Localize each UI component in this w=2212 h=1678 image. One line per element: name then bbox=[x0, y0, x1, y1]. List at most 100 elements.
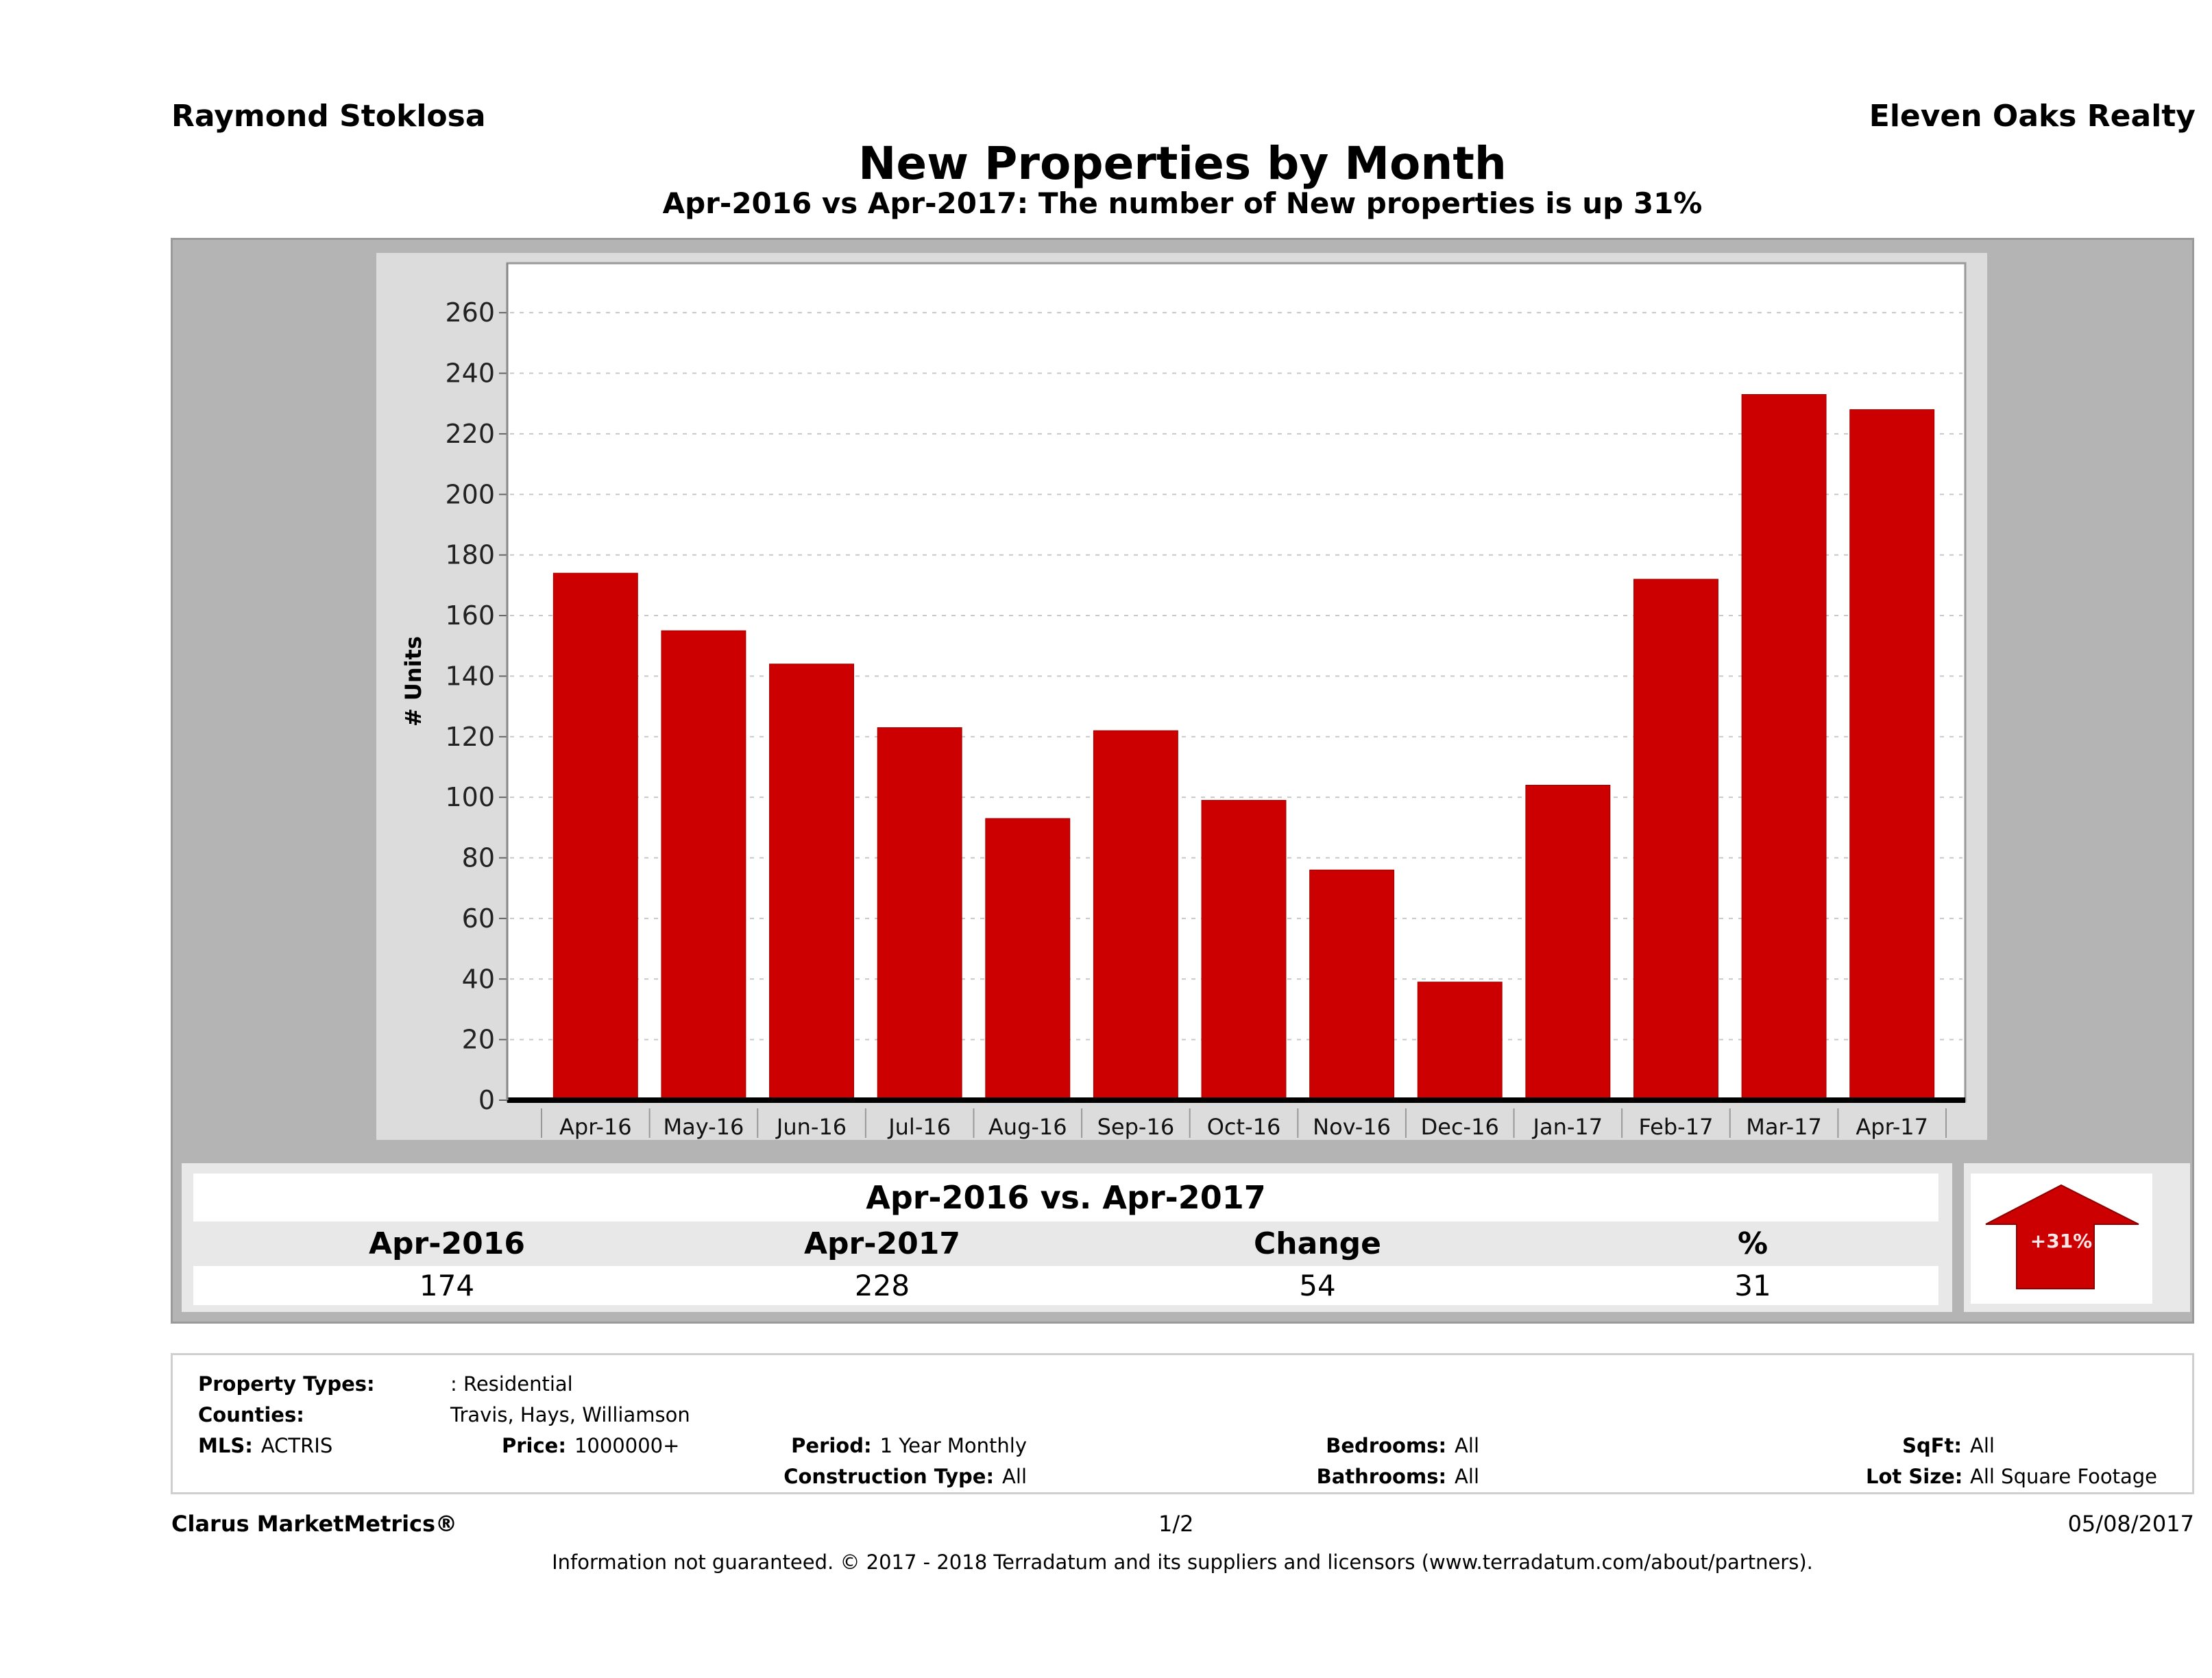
gridlines bbox=[510, 312, 1962, 1041]
y-tick-label: 40 bbox=[462, 964, 495, 994]
bar-feb-17 bbox=[1633, 579, 1718, 1101]
sqft-row: SqFt: All bbox=[1866, 1434, 1995, 1457]
y-tick-label: 220 bbox=[445, 419, 495, 449]
bar-chart: 0 20 40 60 80 100 120 140 160 180 200 220 240 260 Apr-… bbox=[400, 262, 1967, 1140]
summary-value-change: 54 bbox=[1299, 1269, 1336, 1302]
bedrooms-value: All bbox=[1455, 1434, 1479, 1457]
x-tick-label: Sep-16 bbox=[1097, 1114, 1175, 1140]
bar-apr-17 bbox=[1849, 409, 1935, 1101]
report-criteria: Property Types: : Residential Counties: … bbox=[171, 1353, 2194, 1494]
change-badge: +31% bbox=[1971, 1174, 2152, 1304]
x-tick-label: Jan-17 bbox=[1532, 1114, 1603, 1140]
bar-dec-16 bbox=[1417, 982, 1503, 1101]
bar-sep-16 bbox=[1093, 730, 1178, 1101]
summary-header-percent: % bbox=[1737, 1226, 1769, 1261]
period-label: Period: bbox=[791, 1434, 872, 1457]
chart-panel: 0 20 40 60 80 100 120 140 160 180 200 220 240 260 Apr-… bbox=[376, 253, 1987, 1140]
bar-jan-17 bbox=[1525, 784, 1611, 1101]
y-tick-label: 260 bbox=[445, 297, 495, 328]
price-label: Price: bbox=[502, 1434, 566, 1457]
property-types-value: : Residential bbox=[450, 1372, 573, 1396]
summary-value-percent: 31 bbox=[1734, 1269, 1771, 1302]
sqft-label: SqFt: bbox=[1902, 1434, 1962, 1457]
x-tick-label: Feb-17 bbox=[1639, 1114, 1714, 1140]
property-types-row: Property Types: bbox=[198, 1372, 375, 1396]
x-tick-label: May-16 bbox=[663, 1114, 744, 1140]
bedrooms-row: Bedrooms: All bbox=[1326, 1434, 1479, 1457]
mls-value: ACTRIS bbox=[260, 1434, 333, 1457]
summary-header-apr-2017: Apr-2017 bbox=[804, 1226, 960, 1261]
x-tick-label: Apr-17 bbox=[1856, 1114, 1928, 1140]
bars bbox=[552, 393, 1935, 1101]
y-tick-label: 240 bbox=[445, 358, 495, 389]
x-tick-label: Mar-17 bbox=[1746, 1114, 1822, 1140]
summary-header-apr-2016: Apr-2016 bbox=[369, 1226, 525, 1261]
y-tick-label: 20 bbox=[462, 1025, 495, 1055]
comparison-summary: Apr-2016 vs. Apr-2017 Apr-2016 Apr-2017 … bbox=[182, 1163, 1952, 1312]
bathrooms-value: All bbox=[1455, 1465, 1479, 1488]
change-badge-panel: +31% bbox=[1964, 1163, 2190, 1312]
y-tick-label: 100 bbox=[445, 782, 495, 812]
summary-title: Apr-2016 vs. Apr-2017 bbox=[866, 1179, 1266, 1216]
y-tick-label: 0 bbox=[478, 1085, 495, 1115]
x-tick-label: Dec-16 bbox=[1421, 1114, 1499, 1140]
x-tick-label: Jun-16 bbox=[775, 1114, 847, 1140]
y-tick-label: 120 bbox=[445, 722, 495, 752]
y-tick-label: 180 bbox=[445, 540, 495, 570]
lot-size-row: Lot Size: All Square Footage bbox=[1866, 1465, 2157, 1488]
footer-brand: Clarus MarketMetrics® bbox=[171, 1511, 458, 1537]
agent-name: Raymond Stoklosa bbox=[171, 99, 486, 134]
y-tick-label: 160 bbox=[445, 600, 495, 631]
bar-jul-16 bbox=[877, 727, 962, 1101]
axes: 0 20 40 60 80 100 120 140 160 180 200 220 240 260 Apr-… bbox=[445, 263, 1965, 1140]
bar-apr-16 bbox=[552, 572, 638, 1101]
x-tick-label: Jul-16 bbox=[887, 1114, 951, 1140]
summary-header-change: Change bbox=[1254, 1226, 1381, 1261]
company-name: Eleven Oaks Realty bbox=[1869, 99, 2196, 134]
sqft-value: All bbox=[1970, 1434, 1995, 1457]
mls-row: MLS: ACTRIS bbox=[198, 1434, 332, 1457]
disclaimer: Information not guaranteed. © 2017 - 201… bbox=[552, 1551, 1813, 1574]
y-tick-label: 60 bbox=[462, 903, 495, 934]
page-number: 1/2 bbox=[1158, 1511, 1194, 1537]
summary-values-row: 174 228 54 31 bbox=[193, 1266, 1938, 1305]
page-title: New Properties by Month bbox=[858, 137, 1507, 190]
bar-may-16 bbox=[661, 630, 746, 1101]
summary-value-apr-2017: 228 bbox=[854, 1269, 910, 1302]
up-arrow-icon: +31% bbox=[1985, 1184, 2139, 1289]
construction-type-value: All bbox=[1002, 1465, 1027, 1488]
bathrooms-label: Bathrooms: bbox=[1316, 1465, 1447, 1488]
summary-header-row: Apr-2016 Apr-2017 Change % bbox=[193, 1221, 1938, 1266]
period-row: Period: 1 Year Monthly bbox=[791, 1434, 1027, 1457]
price-value: 1000000+ bbox=[574, 1434, 680, 1457]
counties-value: Travis, Hays, Williamson bbox=[450, 1403, 690, 1426]
report-date: 05/08/2017 bbox=[2067, 1511, 2194, 1537]
bedrooms-label: Bedrooms: bbox=[1326, 1434, 1447, 1457]
change-badge-text: +31% bbox=[2030, 1230, 2092, 1252]
x-tick-label: Nov-16 bbox=[1313, 1114, 1391, 1140]
construction-type-row: Construction Type: All bbox=[783, 1465, 1027, 1488]
x-tick-label: Oct-16 bbox=[1207, 1114, 1281, 1140]
price-row: Price: 1000000+ bbox=[502, 1434, 679, 1457]
bar-mar-17 bbox=[1741, 393, 1827, 1101]
summary-title-row: Apr-2016 vs. Apr-2017 bbox=[193, 1174, 1938, 1221]
property-types-label: Property Types: bbox=[198, 1372, 375, 1396]
lot-size-label: Lot Size: bbox=[1866, 1465, 1963, 1488]
summary-value-apr-2016: 174 bbox=[419, 1269, 475, 1302]
period-value: 1 Year Monthly bbox=[879, 1434, 1027, 1457]
counties-label: Counties: bbox=[198, 1403, 304, 1426]
bar-oct-16 bbox=[1201, 800, 1287, 1101]
x-tick-label: Aug-16 bbox=[988, 1114, 1067, 1140]
construction-type-label: Construction Type: bbox=[783, 1465, 995, 1488]
y-tick-label: 80 bbox=[462, 843, 495, 873]
y-tick-label: 140 bbox=[445, 661, 495, 691]
counties-row: Counties: bbox=[198, 1403, 304, 1426]
lot-size-value: All Square Footage bbox=[1970, 1465, 2158, 1488]
x-tick-label: Apr-16 bbox=[559, 1114, 632, 1140]
bar-nov-16 bbox=[1309, 869, 1395, 1101]
page-subtitle: Apr-2016 vs Apr-2017: The number of New … bbox=[662, 186, 1703, 220]
y-tick-label: 200 bbox=[445, 479, 495, 509]
y-axis-label: # Units bbox=[400, 636, 426, 727]
mls-label: MLS: bbox=[198, 1434, 253, 1457]
bar-aug-16 bbox=[985, 818, 1071, 1101]
